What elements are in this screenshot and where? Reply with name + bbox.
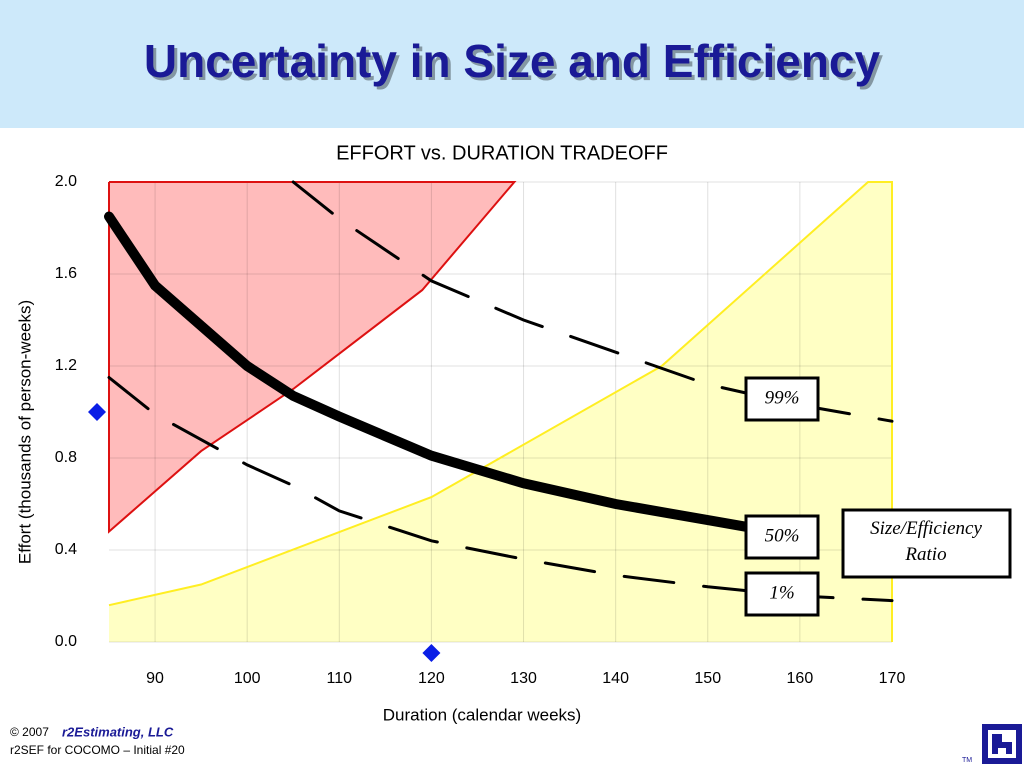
x-tick-label: 160	[787, 670, 814, 687]
logo	[982, 724, 1022, 764]
annotation-box	[744, 514, 820, 560]
annotation: 50%	[765, 525, 800, 546]
y-tick-label: 0.0	[55, 633, 77, 650]
axis-marker	[422, 644, 441, 662]
x-tick-label: 90	[146, 670, 164, 687]
chart-title: EFFORT vs. DURATION TRADEOFF	[336, 142, 668, 164]
copyright: © 2007	[10, 725, 49, 739]
y-tick-label: 0.8	[55, 449, 77, 466]
slide-title: Uncertainty in Size and Efficiency	[144, 35, 881, 87]
y-tick-label: 2.0	[55, 173, 77, 190]
annotation-box	[744, 571, 820, 617]
series-line	[104, 211, 805, 542]
x-tick-label: 170	[879, 670, 906, 687]
x-tick-label: 110	[327, 670, 353, 687]
region-edge	[108, 181, 517, 534]
series-line	[291, 180, 894, 423]
x-tick-label: 140	[602, 670, 629, 687]
trademark: TM	[962, 757, 972, 764]
series-line	[107, 376, 894, 603]
footer-subtitle: r2SEF for COCOMO – Initial #20	[10, 743, 185, 757]
x-tick-label: 130	[510, 670, 537, 687]
y-tick-label: 1.6	[55, 265, 77, 282]
annotation-box	[744, 376, 820, 422]
y-tick-label: 1.2	[55, 357, 77, 374]
title-shadow: Uncertainty in Size and Efficiency	[147, 38, 884, 90]
x-tick-label: 150	[694, 670, 721, 687]
annotation: 99%	[765, 387, 800, 408]
region-edge	[108, 181, 893, 642]
annotation: 1%	[769, 582, 794, 603]
y-tick-label: 0.4	[55, 541, 77, 558]
x-tick-label: 100	[234, 670, 261, 687]
title-band	[0, 0, 1024, 128]
x-tick-label: 120	[418, 670, 445, 687]
x-axis-label: Duration (calendar weeks)	[383, 705, 581, 724]
annotation: Size/Efficiency Ratio	[870, 518, 982, 565]
y-axis-label: Effort (thousands of person-weeks)	[15, 300, 34, 564]
annotation-box	[841, 508, 1012, 579]
plot: 90 100 110 120 130 140 150 160 170 0.0 0.4 0.8 1.2 1.…	[55, 173, 1012, 687]
region	[109, 182, 892, 642]
company: r2Estimating, LLC	[62, 724, 174, 739]
axis-marker	[88, 403, 106, 421]
